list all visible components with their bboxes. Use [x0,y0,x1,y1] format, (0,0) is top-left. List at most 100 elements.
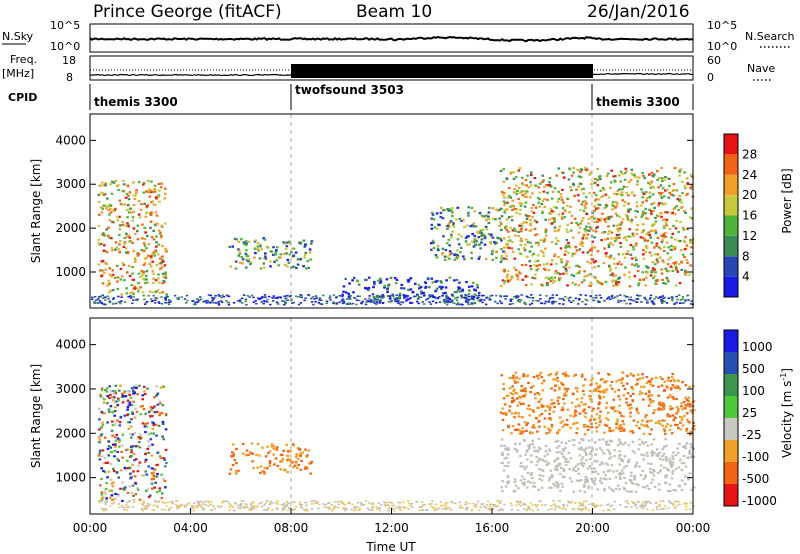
power-cell [533,219,537,222]
power-cell [601,231,604,234]
power-cell [601,187,605,190]
power-cell [686,182,689,185]
velocity-cell [564,457,568,460]
power-cell [585,237,588,240]
velocity-cell [508,387,512,390]
velocity-cell [162,457,166,460]
power-cell [541,211,544,215]
velocity-cell [288,458,292,461]
velocity-cell [567,375,570,378]
velocity-cell [339,500,342,503]
power-cell [136,238,140,241]
power-cell [472,222,475,225]
velocity-cell [102,401,106,404]
velocity-cell [632,419,636,422]
power-cell [386,288,389,291]
power-cell [562,272,565,275]
power-cell [662,282,665,285]
velocity-cell [130,387,134,390]
velocity-cell [104,487,108,490]
power-cell [635,201,639,204]
velocity-cell [623,476,626,480]
velocity-cell [665,474,669,477]
power-cell [122,263,126,267]
power-cell [626,215,629,218]
velocity-cell [638,377,642,380]
velocity-cell [231,506,235,508]
velocity-cell [262,470,266,473]
velocity-cell [232,455,235,458]
power-cell [691,240,694,243]
power-cell [496,302,499,305]
velocity-cell [589,451,593,454]
velocity-cell [662,406,665,409]
power-cell [544,300,548,303]
velocity-cell [117,459,121,462]
power-cell [613,262,616,265]
velocity-cell [165,461,168,465]
velocity-cell [679,421,682,424]
power-cell [525,190,529,193]
velocity-cell [233,459,237,462]
power-cell [242,241,246,244]
power-cell [629,299,633,301]
power-cell [133,197,137,200]
velocity-colorbar-segment [724,330,738,352]
velocity-cell [501,461,504,465]
velocity-cell [575,398,579,401]
power-cell [217,302,221,304]
velocity-cell [607,443,611,446]
power-cell [530,245,533,248]
power-cell [690,207,694,210]
power-cell [131,219,134,222]
power-cell [430,227,434,230]
velocity-cell [619,442,623,445]
velocity-cell [644,392,648,395]
velocity-cell [674,500,677,503]
velocity-cell [111,498,114,501]
power-cell [591,215,594,218]
velocity-cell [631,400,635,403]
velocity-cell [197,502,200,505]
power-cell [416,300,419,303]
power-cell [553,187,557,190]
power-cell [459,251,462,254]
power-cell [618,188,621,191]
power-cell [540,202,544,205]
power-cell [256,245,260,248]
power-cell [448,250,452,253]
velocity-cell [135,386,138,389]
power-cell [104,268,107,271]
velocity-cell [605,401,608,405]
power-cell [567,178,571,181]
power-cell [151,253,154,256]
velocity-colorbar-segment [724,396,738,418]
velocity-cell [158,455,162,458]
power-cell [533,177,537,180]
velocity-cell [555,446,559,449]
velocity-cell [540,479,544,482]
power-cell [456,299,459,302]
velocity-cell [356,501,360,504]
power-cell [456,254,459,257]
velocity-cell [231,464,235,467]
power-cell [550,222,553,225]
velocity-colorbar-label-sup: -1 [779,373,788,381]
velocity-cell [658,505,662,507]
velocity-cell [143,505,146,508]
power-cell [619,228,622,231]
velocity-cell [548,477,551,480]
power-cell [114,248,117,251]
velocity-cell [252,467,255,470]
power-cell [453,291,457,294]
velocity-cell [499,500,502,503]
power-cell [203,300,206,303]
velocity-cell [272,453,275,456]
velocity-cell [689,409,693,412]
power-cell [506,273,509,276]
velocity-cell [587,439,591,442]
power-cell [582,209,586,212]
power-cell [127,223,130,226]
power-cell [648,191,652,194]
power-cell [394,300,397,302]
